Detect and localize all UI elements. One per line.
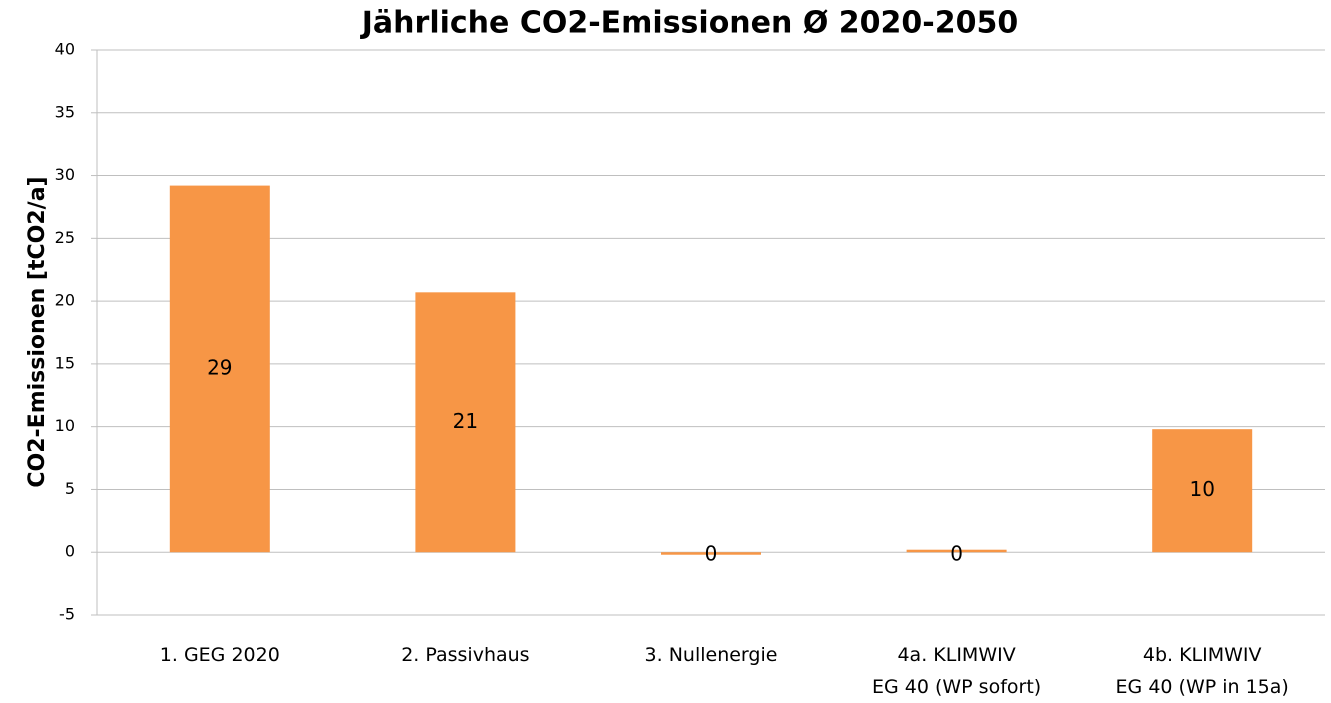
bar <box>661 552 761 555</box>
y-tick-label: 30 <box>55 165 75 184</box>
x-tick-label: 2. Passivhaus <box>401 644 529 666</box>
x-tick-label-line: EG 40 (WP in 15a) <box>1116 676 1289 698</box>
y-axis-label: CO2-Emissionen [tCO2/a] <box>25 176 50 487</box>
y-tick-label: 10 <box>55 416 75 435</box>
x-tick-label-line: 4b. KLIMWIV <box>1143 644 1262 666</box>
x-tick-label-line: EG 40 (WP sofort) <box>872 676 1041 698</box>
y-tick-label: 20 <box>55 291 75 310</box>
x-tick-label: 3. Nullenergie <box>645 644 778 666</box>
chart-title: Jährliche CO2-Emissionen Ø 2020-2050 <box>360 6 1018 41</box>
x-tick-label-line: 1. GEG 2020 <box>160 644 280 666</box>
x-tick-label-line: 3. Nullenergie <box>645 644 778 666</box>
data-label: 10 <box>1189 477 1214 501</box>
y-tick-label: 35 <box>55 102 75 121</box>
y-tick-label: 40 <box>55 40 75 59</box>
data-label: 21 <box>453 409 478 433</box>
x-tick-label: 1. GEG 2020 <box>160 644 280 666</box>
x-tick-label: 4a. KLIMWIV EG 40 (WP sofort) <box>872 644 1041 698</box>
x-tick-label-line: 2. Passivhaus <box>401 644 529 666</box>
bar <box>415 292 516 553</box>
bar <box>169 185 270 553</box>
bar <box>1152 429 1253 553</box>
y-tick-label: 15 <box>55 353 75 372</box>
data-label: 0 <box>705 542 718 566</box>
data-label: 29 <box>207 355 232 379</box>
x-tick-label-line: 4a. KLIMWIV <box>897 644 1015 666</box>
x-tick-label: 4b. KLIMWIV EG 40 (WP in 15a) <box>1116 644 1289 698</box>
y-tick-label: 25 <box>55 228 75 247</box>
y-tick-label: 5 <box>65 479 75 498</box>
y-tick-label: 0 <box>65 542 75 561</box>
y-tick-label: -5 <box>59 605 75 624</box>
data-label: 0 <box>950 542 963 566</box>
bar <box>906 549 1007 553</box>
